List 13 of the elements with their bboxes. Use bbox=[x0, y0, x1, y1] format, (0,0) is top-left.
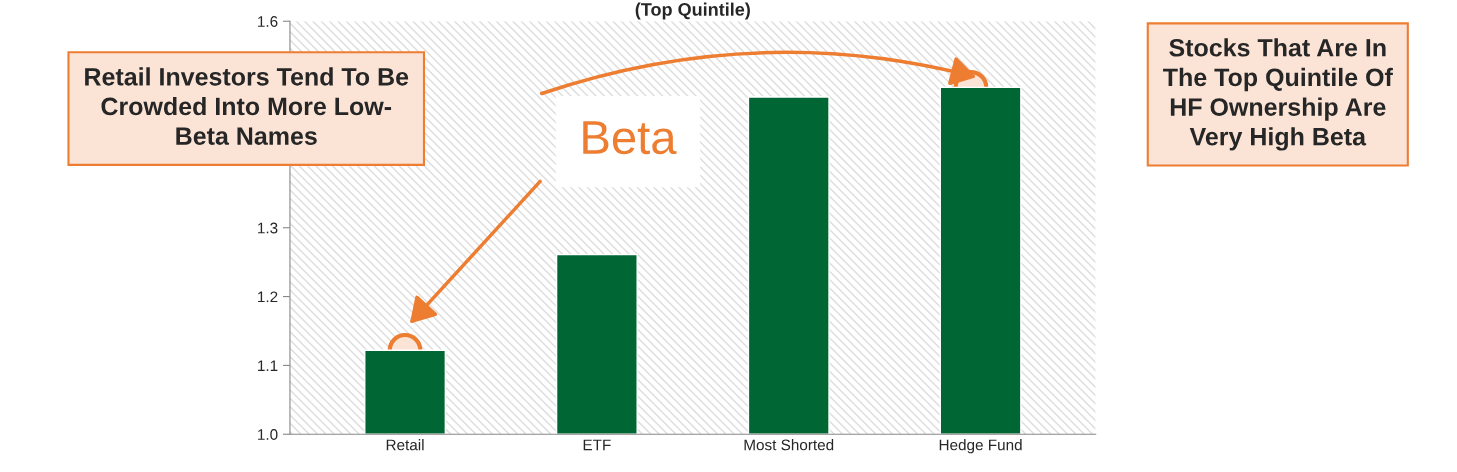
annotation: Retail Investors Tend To Be Crowded Into More Low- Beta Names bbox=[85, 67, 409, 145]
y-tick-label: 1.3 bbox=[258, 222, 278, 234]
x-tick-label: ETF bbox=[583, 439, 611, 451]
y-tick-label: 1.0 bbox=[258, 429, 278, 440]
y-tick-label: 1.6 bbox=[258, 16, 278, 27]
text: Stocks That Are In The Top Quintile Of HF Ownership Are Very High Beta bbox=[1163, 38, 1393, 151]
x-tick-label: Retail bbox=[386, 439, 424, 451]
x-tick-label: Most Shorted bbox=[744, 439, 834, 451]
chart-title: (Top Quintile) bbox=[635, 2, 750, 20]
x-tick-label: Hedge Fund bbox=[939, 439, 1022, 454]
y-tick-label: 1.1 bbox=[258, 360, 278, 371]
annotation: Beta bbox=[583, 121, 677, 155]
y-tick-label: 1.2 bbox=[258, 291, 278, 303]
